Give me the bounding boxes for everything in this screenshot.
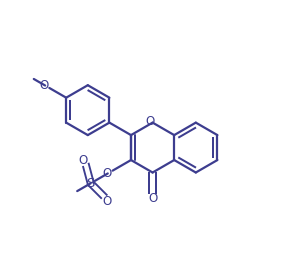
Text: O: O: [148, 192, 157, 205]
Text: O: O: [78, 154, 88, 167]
Text: O: O: [103, 167, 112, 180]
Text: O: O: [102, 195, 111, 208]
Text: O: O: [39, 79, 49, 92]
Text: S: S: [87, 176, 95, 189]
Text: O: O: [146, 115, 155, 128]
